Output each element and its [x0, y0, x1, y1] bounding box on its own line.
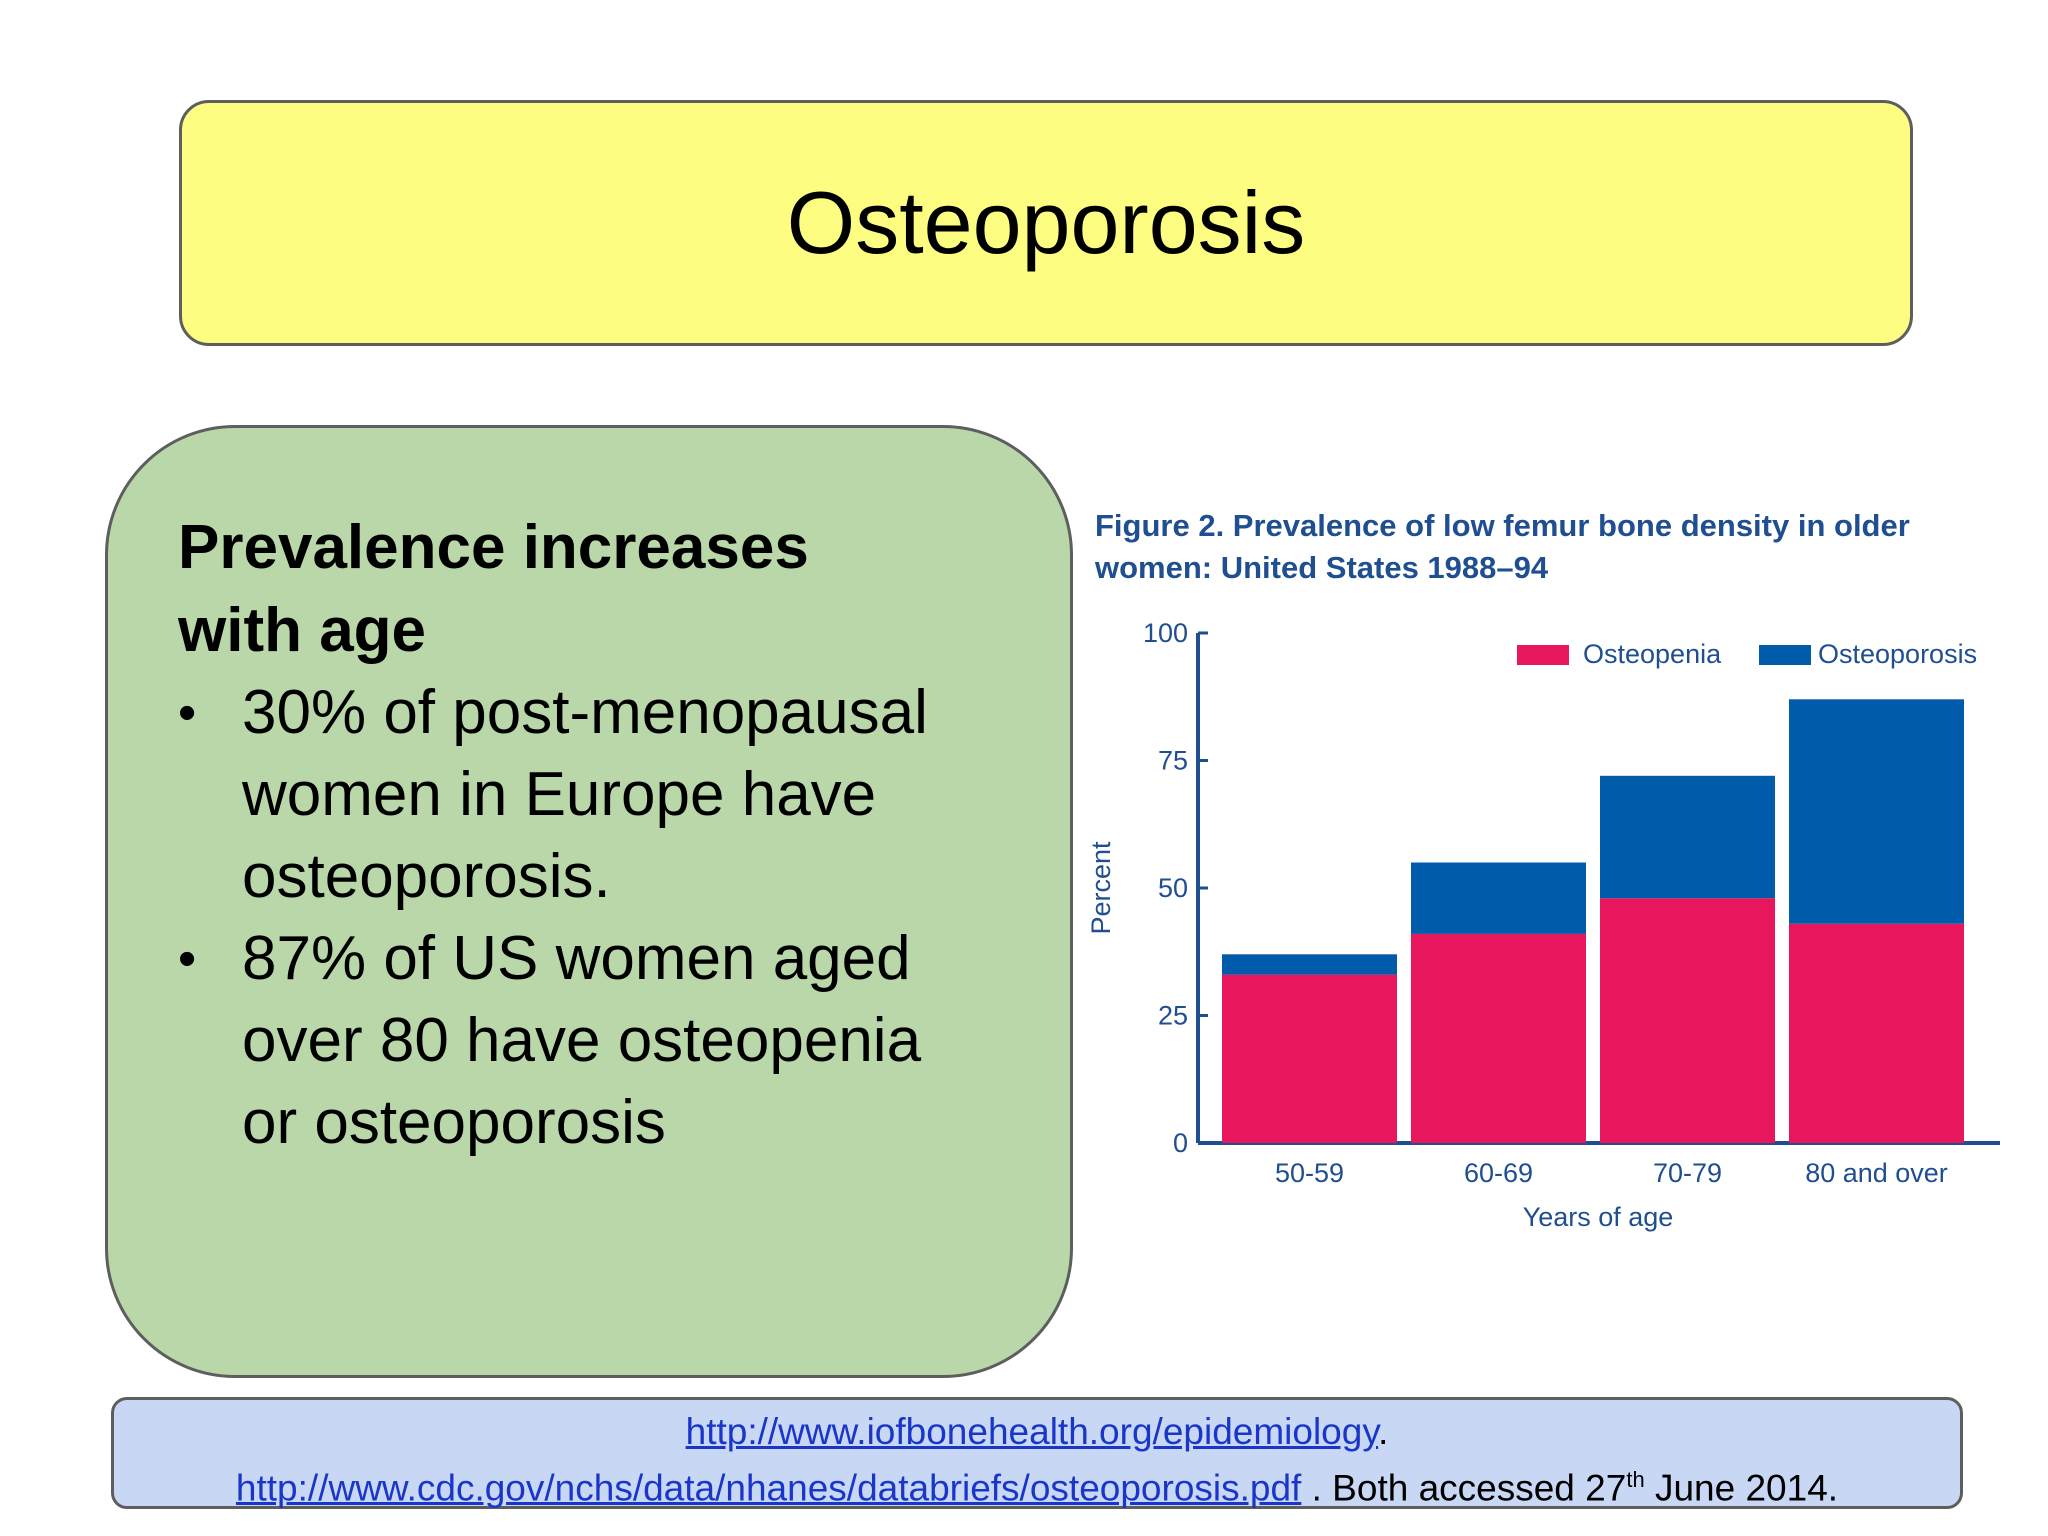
y-axis-label: Percent — [1090, 841, 1116, 935]
legend-swatch-osteopenia — [1517, 645, 1569, 665]
chart-marks: 0 25 50 75 100 50-59 60-69 70-79 80 and over Oste… — [1143, 618, 2000, 1188]
y-tick-label: 25 — [1158, 1001, 1188, 1031]
bullet-line: 87% of US women aged — [242, 924, 911, 993]
x-tick-label: 80 and over — [1805, 1158, 1948, 1188]
y-tick-label: 0 — [1173, 1128, 1188, 1158]
bar-chart: Figure 2. Prevalence of low femur bone d… — [1090, 508, 2000, 1232]
bullet-item: • 87% of US women aged over 80 have oste… — [178, 918, 1030, 1164]
content-heading: Prevalence increases with age — [178, 506, 1030, 672]
x-tick-label: 70-79 — [1653, 1158, 1722, 1188]
content-heading-line1: Prevalence increases — [178, 513, 809, 582]
x-tick-label: 60-69 — [1464, 1158, 1533, 1188]
content-heading-line2: with age — [178, 596, 427, 665]
reference-text-end: June 2014. — [1644, 1467, 1839, 1509]
x-axis-label: Years of age — [1523, 1202, 1674, 1232]
figure-area: Figure 2. Prevalence of low femur bone d… — [1090, 370, 2010, 1270]
y-tick-label: 100 — [1143, 618, 1188, 648]
bar-osteoporosis — [1222, 954, 1397, 975]
reference-link-cdc[interactable]: http://www.cdc.gov/nchs/data/nhanes/data… — [235, 1467, 1302, 1509]
bullet-line: women in Europe have — [242, 760, 877, 829]
bullet-line: or osteoporosis — [242, 1088, 666, 1157]
bullet-item: • 30% of post-menopausal women in Europe… — [178, 672, 1030, 918]
bar-osteoporosis — [1600, 775, 1775, 899]
bar-osteoporosis — [1411, 862, 1586, 934]
bar-osteoporosis — [1789, 699, 1964, 924]
bar-osteopenia — [1411, 933, 1586, 1143]
bullet-line: osteoporosis. — [242, 842, 611, 911]
chart-title-line2: women: United States 1988–94 — [1094, 550, 1549, 585]
reference-text: . Both accessed 27 — [1301, 1467, 1627, 1509]
reference-line-2: http://www.cdc.gov/nchs/data/nhanes/data… — [114, 1456, 1960, 1512]
reference-line-1: http://www.iofbonehealth.org/epidemiolog… — [114, 1408, 1960, 1456]
legend-label-osteopenia: Osteopenia — [1583, 639, 1722, 669]
bullet-marker: • — [178, 930, 197, 988]
legend-label-osteoporosis: Osteoporosis — [1818, 639, 1977, 669]
chart-title-line1: Figure 2. Prevalence of low femur bone d… — [1095, 508, 1910, 543]
reference-link-suffix: . — [1378, 1411, 1389, 1452]
y-tick-label: 75 — [1158, 746, 1188, 776]
content-box: Prevalence increases with age • 30% of p… — [105, 425, 1073, 1378]
reference-superscript: th — [1626, 1467, 1645, 1492]
bullet-line: 30% of post-menopausal — [242, 678, 928, 747]
reference-link-iof[interactable]: http://www.iofbonehealth.org/epidemiolog… — [685, 1411, 1379, 1452]
title-box: Osteoporosis — [179, 100, 1913, 346]
bullet-marker: • — [178, 684, 197, 742]
bar-osteopenia — [1222, 974, 1397, 1143]
y-tick-label: 50 — [1158, 873, 1188, 903]
legend-swatch-osteoporosis — [1759, 645, 1811, 665]
bar-osteopenia — [1789, 923, 1964, 1143]
slide-title: Osteoporosis — [786, 173, 1306, 272]
bar-osteopenia — [1600, 898, 1775, 1143]
x-tick-label: 50-59 — [1275, 1158, 1344, 1188]
bullet-list: • 30% of post-menopausal women in Europe… — [178, 672, 1030, 1164]
references-box: http://www.iofbonehealth.org/epidemiolog… — [111, 1397, 1963, 1509]
bullet-line: over 80 have osteopenia — [242, 1006, 922, 1075]
